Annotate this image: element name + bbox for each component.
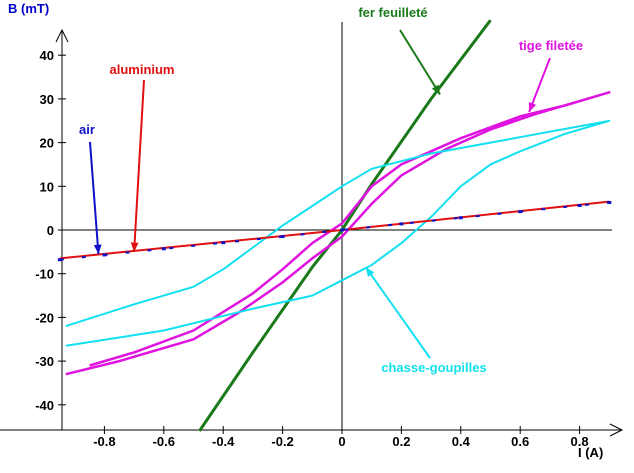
annotation-arrowhead-tige-filetee — [528, 102, 537, 113]
series-point-air — [102, 253, 107, 257]
y-tick-label: 20 — [40, 136, 54, 151]
y-tick-label: -40 — [35, 398, 54, 413]
series-point-air — [161, 247, 166, 251]
x-tick-label: -0.6 — [153, 434, 175, 449]
series-point-air — [577, 204, 582, 208]
y-tick-label: -30 — [35, 354, 54, 369]
y-tick-label: -10 — [35, 267, 54, 282]
axes-layer: -40 -30 -20 -10 0 10 20 30 40 -0.8 -0.6 -0.4 -0.2 0 0.… — [0, 22, 624, 449]
x-tick-label: -0.4 — [212, 434, 235, 449]
annotation-arrow-tige-filetee — [528, 57, 551, 113]
series-point-air — [607, 200, 612, 204]
x-axis-arrow — [609, 423, 624, 437]
annotation-arrowhead-fer-feuillete — [431, 84, 441, 95]
annotation-arrow-aluminium — [133, 79, 145, 252]
series-point-air — [340, 228, 344, 232]
annotation-label-air: air — [79, 122, 95, 137]
series-point-air — [280, 235, 285, 239]
y-axis-arrow — [55, 28, 69, 43]
series-point-air — [221, 241, 226, 245]
x-tick-label: 0.4 — [452, 434, 471, 449]
x-tick-label: 0 — [338, 434, 345, 449]
x-tick-label: 0.6 — [511, 434, 529, 449]
y-axis-label: B (mT) — [8, 1, 49, 16]
annotation-arrowhead-air — [93, 244, 102, 255]
series-point-air — [57, 258, 62, 262]
y-tick-label: -20 — [35, 310, 54, 325]
annotation-arrowhead-aluminium — [130, 242, 139, 252]
x-tick-label: 0.8 — [571, 434, 589, 449]
y-tick-label: 0 — [47, 223, 54, 238]
annotation-arrow-chasse-goupilles — [364, 266, 431, 359]
series-point-air — [518, 210, 523, 214]
annotation-label-tige-filetee: tige filetée — [519, 38, 583, 53]
y-tick-label: 30 — [40, 92, 54, 107]
y-tick-label: 10 — [40, 179, 54, 194]
series-line-tige-filetee — [65, 91, 611, 376]
annotation-label-chasse-goupilles: chasse-goupilles — [381, 360, 486, 375]
annotation-arrow-air — [89, 141, 100, 255]
series-line-chasse-goupilles — [65, 119, 611, 347]
x-tick-label: -0.2 — [271, 434, 293, 449]
series-layer — [57, 19, 612, 432]
y-tick-label: 40 — [40, 48, 54, 63]
annotation-label-fer-feuillete: fer feuilleté — [358, 5, 427, 20]
annotation-layer: fer feuilleté tige filetée aluminium air cha… — [79, 5, 583, 375]
annotation-arrow-fer-feuillete — [399, 29, 441, 96]
annotation-label-aluminium: aluminium — [109, 62, 174, 77]
x-tick-label: 0.2 — [392, 434, 410, 449]
annotation-arrowhead-chasse-goupilles — [365, 267, 375, 277]
x-axis-label: I (A) — [578, 445, 603, 460]
series-point-air — [399, 222, 404, 226]
x-tick-label: -0.8 — [93, 434, 115, 449]
series-point-air — [458, 216, 463, 220]
